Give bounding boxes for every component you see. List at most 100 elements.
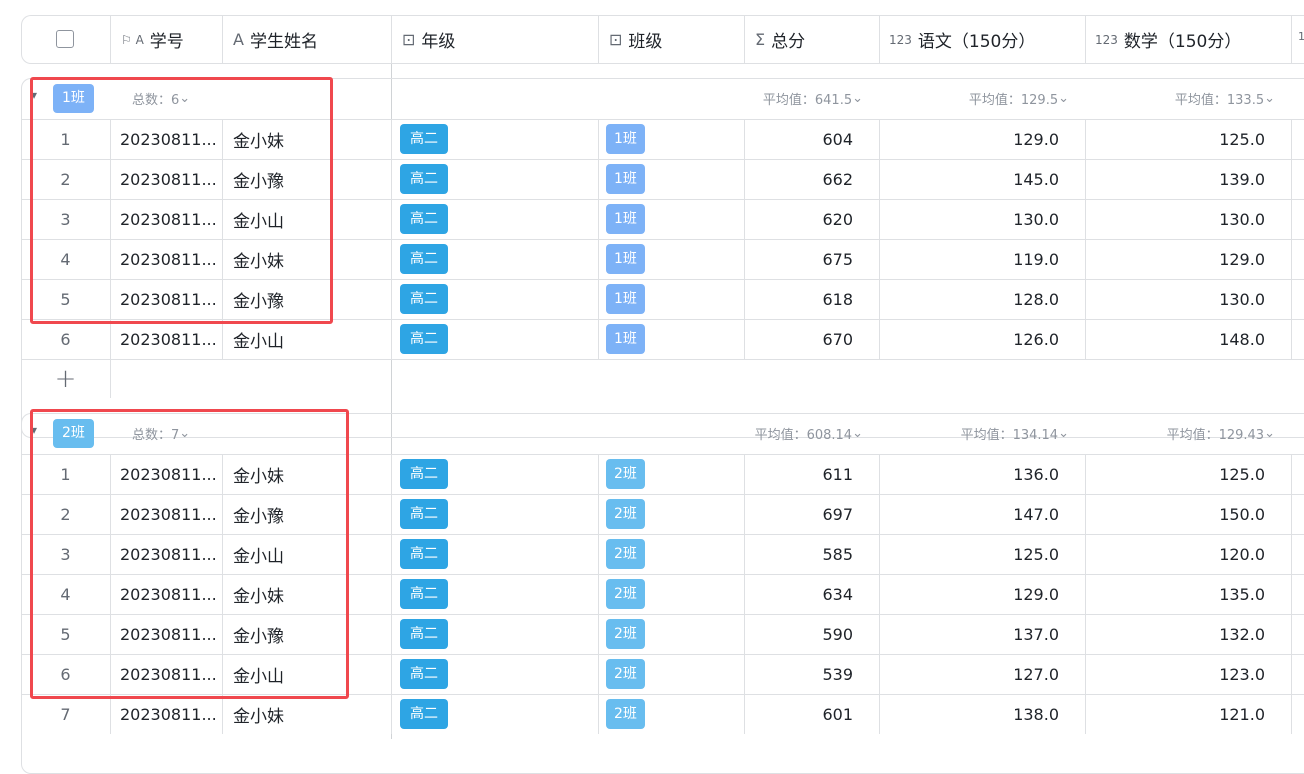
class-cell[interactable]: 2班: [598, 534, 744, 574]
chinese-score-cell[interactable]: 147.0: [1013, 504, 1059, 524]
class-cell[interactable]: 1班: [598, 119, 744, 159]
row-index[interactable]: 6: [60, 664, 71, 684]
column-header-4[interactable]: ⊡ 班级: [598, 16, 744, 63]
chinese-score-cell[interactable]: 119.0: [1013, 249, 1059, 269]
chinese-score-cell[interactable]: 138.0: [1013, 704, 1059, 724]
select-all-checkbox[interactable]: [56, 30, 74, 48]
student-name-cell[interactable]: 金小妹: [233, 706, 284, 727]
student-id-cell[interactable]: 20230811...: [120, 129, 217, 149]
total-score-cell[interactable]: 590: [822, 624, 853, 644]
grade-cell[interactable]: 高二: [391, 199, 598, 239]
math-score-cell[interactable]: 148.0: [1219, 329, 1265, 349]
grade-cell[interactable]: 高二: [391, 654, 598, 694]
chinese-score-cell[interactable]: 128.0: [1013, 289, 1059, 309]
row-index[interactable]: 2: [60, 504, 71, 524]
total-score-cell[interactable]: 670: [822, 329, 853, 349]
student-id-cell[interactable]: 20230811...: [120, 209, 217, 229]
math-score-cell[interactable]: 130.0: [1219, 289, 1265, 309]
total-score-cell[interactable]: 611: [822, 464, 853, 484]
chinese-score-cell[interactable]: 145.0: [1013, 169, 1059, 189]
class-cell[interactable]: 1班: [598, 239, 744, 279]
grade-cell[interactable]: 高二: [391, 494, 598, 534]
class-cell[interactable]: 1班: [598, 319, 744, 359]
row-index[interactable]: 1: [60, 464, 71, 484]
row-index[interactable]: 1: [60, 129, 71, 149]
class-cell[interactable]: 1班: [598, 199, 744, 239]
class-cell[interactable]: 2班: [598, 574, 744, 614]
group-count[interactable]: 总数：7 ⌄: [132, 413, 252, 454]
student-id-cell[interactable]: 20230811...: [120, 329, 217, 349]
total-score-cell[interactable]: 539: [822, 664, 853, 684]
student-id-cell[interactable]: 20230811...: [120, 704, 217, 724]
student-name-cell[interactable]: 金小豫: [233, 626, 284, 647]
chinese-score-cell[interactable]: 130.0: [1013, 209, 1059, 229]
total-score-cell[interactable]: 604: [822, 129, 853, 149]
grade-cell[interactable]: 高二: [391, 279, 598, 319]
class-cell[interactable]: 1班: [598, 279, 744, 319]
row-index[interactable]: 3: [60, 544, 71, 564]
row-index[interactable]: 5: [60, 624, 71, 644]
column-header-3[interactable]: ⊡ 年级: [391, 16, 598, 63]
collapse-triangle-icon[interactable]: ▾: [31, 88, 38, 102]
student-name-cell[interactable]: 金小妹: [233, 131, 284, 152]
row-index[interactable]: 7: [60, 704, 71, 724]
grade-cell[interactable]: 高二: [391, 159, 598, 199]
chinese-score-cell[interactable]: 125.0: [1013, 544, 1059, 564]
math-score-cell[interactable]: 132.0: [1219, 624, 1265, 644]
total-score-cell[interactable]: 585: [822, 544, 853, 564]
student-name-cell[interactable]: 金小山: [233, 666, 284, 687]
math-score-cell[interactable]: 150.0: [1219, 504, 1265, 524]
total-score-cell[interactable]: 697: [822, 504, 853, 524]
grade-cell[interactable]: 高二: [391, 319, 598, 359]
math-score-cell[interactable]: 135.0: [1219, 584, 1265, 604]
math-score-cell[interactable]: 130.0: [1219, 209, 1265, 229]
student-name-cell[interactable]: 金小山: [233, 331, 284, 352]
total-score-cell[interactable]: 634: [822, 584, 853, 604]
math-score-cell[interactable]: 125.0: [1219, 464, 1265, 484]
chinese-score-cell[interactable]: 127.0: [1013, 664, 1059, 684]
total-score-cell[interactable]: 601: [822, 704, 853, 724]
column-header-7[interactable]: 123 数学（150分）: [1085, 16, 1291, 63]
chinese-score-cell[interactable]: 129.0: [1013, 129, 1059, 149]
row-index[interactable]: 4: [60, 584, 71, 604]
group-count[interactable]: 总数：6 ⌄: [132, 78, 252, 119]
row-index[interactable]: 2: [60, 169, 71, 189]
group-stat-avg-total[interactable]: 平均值：641.5 ⌄: [744, 78, 879, 119]
student-id-cell[interactable]: 20230811...: [120, 249, 217, 269]
column-header-2[interactable]: A 学生姓名: [222, 16, 391, 63]
grade-cell[interactable]: 高二: [391, 694, 598, 734]
class-cell[interactable]: 2班: [598, 654, 744, 694]
row-index[interactable]: 6: [60, 329, 71, 349]
student-name-cell[interactable]: 金小山: [233, 211, 284, 232]
class-cell[interactable]: 2班: [598, 494, 744, 534]
student-name-cell[interactable]: 金小豫: [233, 291, 284, 312]
student-name-cell[interactable]: 金小豫: [233, 171, 284, 192]
student-name-cell[interactable]: 金小豫: [233, 506, 284, 527]
chinese-score-cell[interactable]: 137.0: [1013, 624, 1059, 644]
column-header-1[interactable]: ⚐ A 学号: [110, 16, 222, 63]
chinese-score-cell[interactable]: 136.0: [1013, 464, 1059, 484]
class-cell[interactable]: 2班: [598, 614, 744, 654]
student-name-cell[interactable]: 金小妹: [233, 586, 284, 607]
math-score-cell[interactable]: 123.0: [1219, 664, 1265, 684]
student-id-cell[interactable]: 20230811...: [120, 544, 217, 564]
total-score-cell[interactable]: 620: [822, 209, 853, 229]
math-score-cell[interactable]: 129.0: [1219, 249, 1265, 269]
group-stat-avg-chinese[interactable]: 平均值：134.14 ⌄: [879, 413, 1085, 454]
row-index[interactable]: 5: [60, 289, 71, 309]
group-stat-avg-math[interactable]: 平均值：133.5 ⌄: [1085, 78, 1291, 119]
math-score-cell[interactable]: 139.0: [1219, 169, 1265, 189]
row-index[interactable]: 3: [60, 209, 71, 229]
grade-cell[interactable]: 高二: [391, 454, 598, 494]
math-score-cell[interactable]: 125.0: [1219, 129, 1265, 149]
class-cell[interactable]: 2班: [598, 694, 744, 734]
student-name-cell[interactable]: 金小妹: [233, 466, 284, 487]
group-stat-avg-total[interactable]: 平均值：608.14 ⌄: [744, 413, 879, 454]
group-stat-avg-math[interactable]: 平均值：129.43 ⌄: [1085, 413, 1291, 454]
student-id-cell[interactable]: 20230811...: [120, 504, 217, 524]
chinese-score-cell[interactable]: 129.0: [1013, 584, 1059, 604]
total-score-cell[interactable]: 662: [822, 169, 853, 189]
student-name-cell[interactable]: 金小妹: [233, 251, 284, 272]
grade-cell[interactable]: 高二: [391, 534, 598, 574]
row-index[interactable]: 4: [60, 249, 71, 269]
